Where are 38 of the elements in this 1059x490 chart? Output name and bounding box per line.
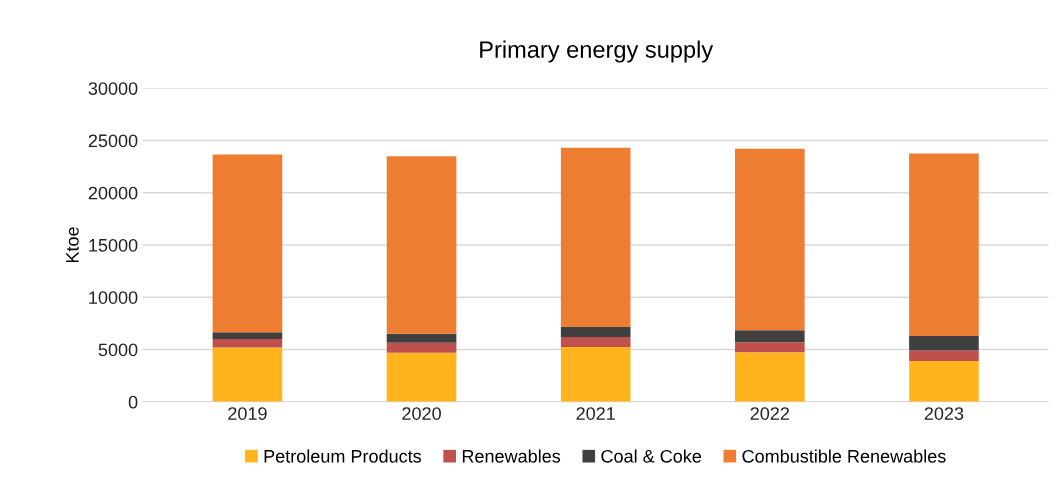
bar (560, 327, 631, 337)
bar (734, 330, 805, 343)
bar (386, 352, 457, 402)
y-tick-label: 30000 (88, 82, 138, 95)
x-tick-label: 2020 (402, 407, 441, 420)
x-tick-label: 2019 (228, 407, 267, 420)
y-tick-label: 10000 (89, 291, 138, 304)
y-tick-label: 5000 (98, 343, 138, 357)
legend-label: Combustible Renewables (742, 449, 946, 463)
bar (909, 361, 979, 402)
bar (212, 332, 283, 340)
x-tick-label: 2021 (576, 407, 615, 420)
y-tick-label: 20000 (88, 186, 138, 200)
y-tick-label: 0 (128, 395, 138, 409)
bar (560, 147, 631, 328)
bar (212, 154, 283, 333)
bar (734, 148, 805, 331)
bar (560, 346, 631, 402)
y-axis-title: Ktoe (66, 227, 79, 263)
legend-label: Petroleum Products (264, 449, 422, 463)
bar (212, 347, 283, 402)
y-tick-label: 25000 (88, 134, 138, 148)
bar (386, 342, 457, 353)
bar (734, 342, 805, 353)
bar (909, 350, 979, 362)
bar (386, 333, 457, 343)
bar (909, 335, 979, 351)
bar (386, 156, 457, 334)
x-tick-label: 2022 (750, 407, 789, 420)
legend-label: Coal & Coke (601, 449, 702, 463)
bar (560, 336, 631, 347)
bar (734, 352, 805, 402)
legend-label: Renewables (462, 449, 561, 463)
bar (212, 339, 283, 348)
y-tick-label: 15000 (89, 238, 138, 252)
bar (909, 153, 979, 336)
chart-title: Primary energy supply (480, 40, 714, 63)
x-tick-label: 2023 (924, 407, 964, 420)
